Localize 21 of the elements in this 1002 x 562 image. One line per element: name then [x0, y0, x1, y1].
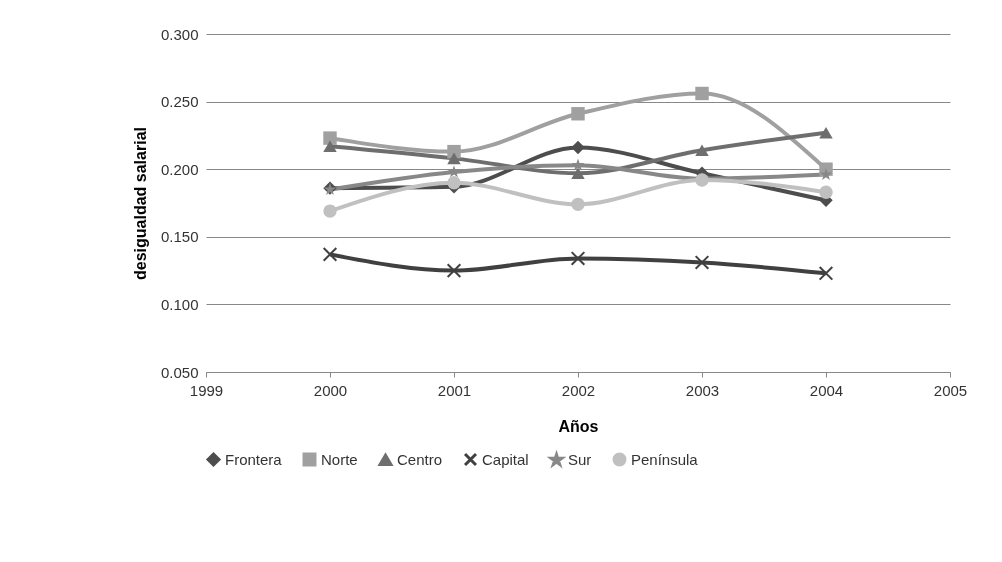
y-tick-label: 0.050 [160, 363, 199, 381]
x-tick-label: 1999 [189, 381, 224, 399]
x-tick-label: 2003 [685, 381, 720, 399]
x-tick-label: 2001 [437, 381, 472, 399]
legend-label: Capital [482, 450, 529, 468]
x-tick-label: 2005 [933, 381, 968, 399]
legend-label: Frontera [225, 450, 283, 468]
y-tick-label: 0.300 [160, 25, 199, 43]
x-axis-title: Años [558, 417, 599, 435]
y-tick-label: 0.200 [160, 160, 199, 178]
legend-label: Península [631, 450, 699, 468]
x-tick-label: 2002 [561, 381, 596, 399]
y-axis-title: desigualdad salarial [131, 127, 149, 280]
y-tick-label: 0.100 [160, 295, 199, 313]
legend-label: Norte [321, 450, 358, 468]
y-tick-label: 0.150 [160, 228, 199, 246]
legend-label: Centro [397, 450, 443, 468]
x-tick-label: 2000 [313, 381, 348, 399]
x-tick-label: 2004 [809, 381, 844, 399]
legend-label: Sur [568, 451, 592, 469]
y-tick-label: 0.250 [160, 93, 199, 111]
